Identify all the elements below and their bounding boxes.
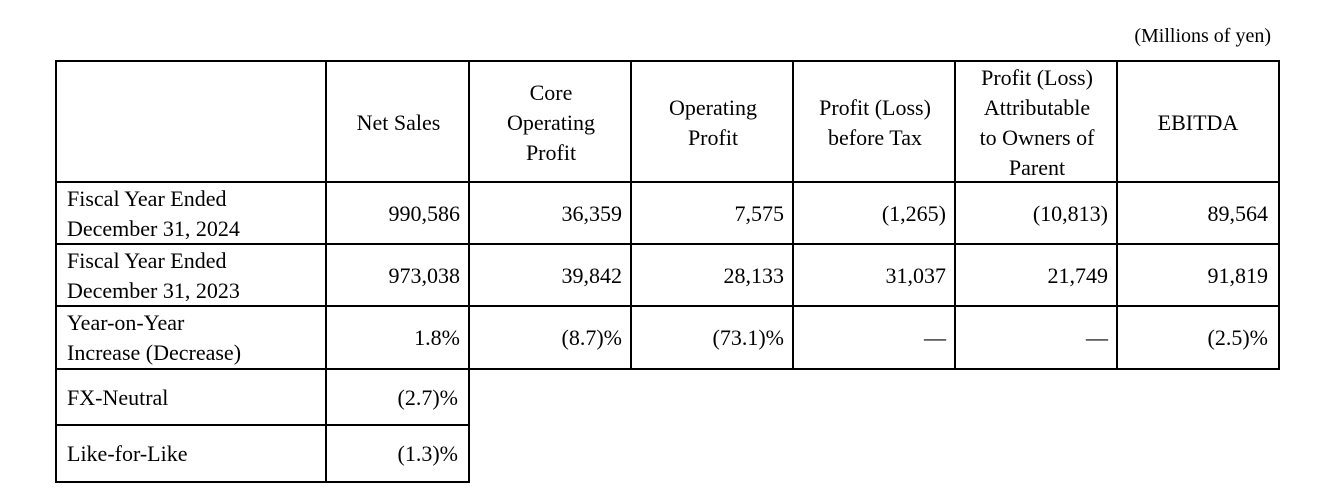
unit-note: (Millions of yen) <box>1134 25 1271 47</box>
cell-fy2024-net-sales: 990,586 <box>325 181 470 245</box>
cell-yoy-operating-profit: (73.1)% <box>630 305 794 370</box>
header-net-sales: Net Sales <box>325 60 470 183</box>
row-label-yoy: Year-on-Year Increase (Decrease) <box>55 305 327 370</box>
header-profit-attributable: Profit (Loss) Attributable to Owners of … <box>954 60 1118 183</box>
header-ebitda: EBITDA <box>1116 60 1280 183</box>
header-operating-profit: Operating Profit <box>630 60 794 183</box>
cell-fy2023-operating-profit: 28,133 <box>630 243 794 307</box>
cell-yoy-ebitda: (2.5)% <box>1116 305 1280 370</box>
cell-fy2024-operating-profit: 7,575 <box>630 181 794 245</box>
row-label-fy2023: Fiscal Year Ended December 31, 2023 <box>55 243 327 307</box>
cell-fy2023-core-operating-profit: 39,842 <box>468 243 632 307</box>
cell-fy2024-ebitda: 89,564 <box>1116 181 1280 245</box>
cell-yoy-profit-before-tax: ― <box>792 305 956 370</box>
row-label-like-for-like: Like-for-Like <box>55 424 327 483</box>
cell-fy2024-core-operating-profit: 36,359 <box>468 181 632 245</box>
cell-fy2023-net-sales: 973,038 <box>325 243 470 307</box>
cell-fy2023-profit-attributable: 21,749 <box>954 243 1118 307</box>
header-corner-cell <box>55 60 327 183</box>
cell-like-for-like-net-sales: (1.3)% <box>325 424 470 483</box>
header-profit-before-tax: Profit (Loss) before Tax <box>792 60 956 183</box>
cell-fy2024-profit-attributable: (10,813) <box>954 181 1118 245</box>
header-core-operating-profit: Core Operating Profit <box>468 60 632 183</box>
cell-yoy-profit-attributable: ― <box>954 305 1118 370</box>
cell-fy2024-profit-before-tax: (1,265) <box>792 181 956 245</box>
cell-yoy-core-operating-profit: (8.7)% <box>468 305 632 370</box>
cell-fx-neutral-net-sales: (2.7)% <box>325 368 470 426</box>
row-label-fx-neutral: FX-Neutral <box>55 368 327 426</box>
cell-yoy-net-sales: 1.8% <box>325 305 470 370</box>
row-label-fy2024: Fiscal Year Ended December 31, 2024 <box>55 181 327 245</box>
cell-fy2023-profit-before-tax: 31,037 <box>792 243 956 307</box>
cell-fy2023-ebitda: 91,819 <box>1116 243 1280 307</box>
